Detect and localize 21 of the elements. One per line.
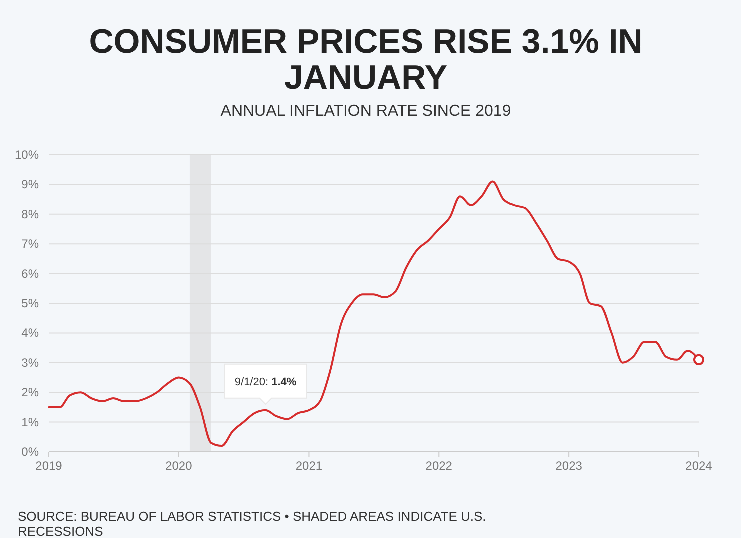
chart-subtitle: ANNUAL INFLATION RATE SINCE 2019: [220, 103, 512, 120]
y-tick-label: 0%: [22, 445, 40, 459]
y-tick-label: 10%: [14, 148, 40, 162]
chart-title: CONSUMER PRICES RISE 3.1% IN JANUARY: [89, 23, 643, 97]
x-tick-label: 2024: [686, 459, 713, 473]
y-tick-label: 1%: [22, 415, 40, 430]
x-tick-label: 2022: [426, 459, 453, 473]
y-tick-label: 2%: [22, 386, 40, 400]
x-tick-label: 2019: [36, 459, 63, 473]
y-tick-label: 7%: [22, 237, 40, 252]
x-tick-label: 2021: [296, 459, 323, 473]
y-tick-label: 4%: [22, 326, 40, 340]
annotation: 9/1/20: 1.4%: [234, 376, 297, 388]
y-tick-label: 8%: [22, 207, 40, 222]
y-tick-label: 3%: [22, 356, 40, 370]
x-tick-label: 2023: [556, 459, 583, 473]
y-tick-label: 5%: [22, 296, 40, 310]
x-tick-label: 2020: [166, 459, 193, 473]
source-note: SOURCE: BUREAU OF LABOR STATISTICS • SHADED AREAS INDICATE U.S. RECESSIONS: [18, 509, 486, 538]
y-tick-label: 6%: [22, 266, 40, 281]
y-tick-label: 9%: [22, 178, 40, 192]
